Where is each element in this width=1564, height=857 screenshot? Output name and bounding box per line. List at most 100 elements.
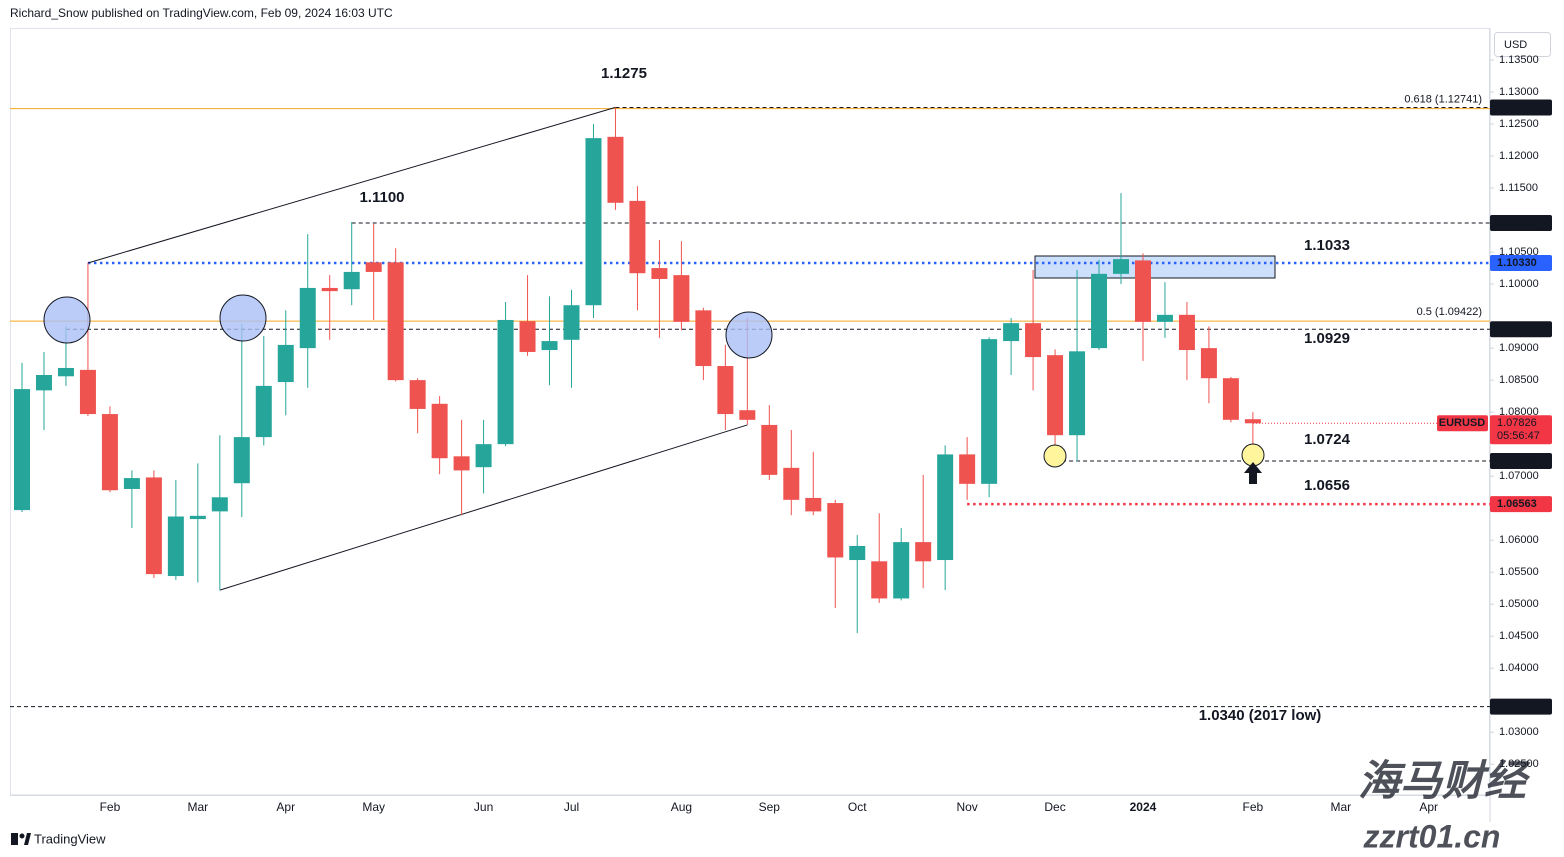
- footer: TradingView: [11, 831, 106, 846]
- countdown: 05:56:47: [1497, 430, 1540, 442]
- x-tick-label: May: [362, 800, 385, 814]
- candle-body: [14, 389, 30, 511]
- y-tick-label: 1.04500: [1499, 630, 1539, 642]
- candle-body: [1069, 351, 1086, 436]
- candle-body: [783, 467, 800, 500]
- candle-body: [629, 200, 646, 274]
- level-label: 0.5 (1.09422): [1417, 306, 1482, 318]
- candle-body: [277, 344, 294, 383]
- x-tick-label: Apr: [276, 800, 295, 814]
- candle-body: [717, 366, 734, 415]
- candle-body: [1156, 314, 1173, 322]
- candle-body: [1047, 355, 1064, 436]
- candle-body: [211, 497, 228, 512]
- candle-body: [673, 275, 690, 322]
- y-tick-label: 1.05500: [1499, 566, 1539, 578]
- symbol-label: EURUSD: [1439, 417, 1486, 429]
- candle-body: [563, 305, 580, 340]
- x-tick-label: Feb: [100, 800, 121, 814]
- axis-level-label: 1.03400: [1497, 701, 1537, 713]
- labels: 1.13500 1.13000 1.12500 1.12000 1.11500 1.105…: [100, 54, 1552, 814]
- arrow-up: [1244, 462, 1262, 484]
- trend-line: [219, 424, 748, 591]
- candle-body: [79, 369, 96, 415]
- y-tick-label: 1.13500: [1499, 54, 1539, 66]
- candle-body: [1222, 378, 1239, 420]
- currency[interactable]: USD: [1504, 39, 1527, 51]
- x-tick-label: Sep: [759, 800, 781, 814]
- y-tick-label: 1.10500: [1499, 246, 1539, 258]
- y-tick-label: 1.06000: [1499, 534, 1539, 546]
- y-tick-label: 1.12000: [1499, 150, 1539, 162]
- y-tick-label: 1.11500: [1499, 182, 1538, 194]
- y-tick-label: 1.04000: [1499, 662, 1539, 674]
- x-tick-label: Jun: [474, 800, 493, 814]
- candle-body: [35, 375, 52, 391]
- candle-body: [871, 561, 888, 599]
- candle-body: [739, 410, 756, 420]
- axis-level-label: 1.07236: [1497, 455, 1537, 467]
- axis-level-label: 1.12758: [1497, 101, 1537, 113]
- axis-level-box: [1490, 254, 1552, 271]
- candle-body: [849, 545, 866, 561]
- symbol-tag: [1437, 415, 1488, 432]
- annotation: 1.0929: [1304, 330, 1350, 347]
- watermark: zzrt01.cn: [1363, 818, 1501, 854]
- candle-body: [255, 385, 272, 438]
- candle-body: [57, 367, 74, 377]
- y-tick-label: 1.10000: [1499, 278, 1539, 290]
- candle-body: [893, 542, 910, 599]
- candle-body: [475, 444, 492, 468]
- circle-marker: [219, 294, 267, 342]
- candle-body: [585, 138, 602, 306]
- candle-body: [805, 497, 822, 512]
- candle-body: [497, 319, 514, 445]
- logo: [19, 833, 25, 839]
- candle-body: [1244, 419, 1261, 424]
- candle-body: [101, 414, 118, 491]
- x-tick-label: Mar: [1330, 800, 1351, 814]
- annotation: 1.0656: [1304, 477, 1350, 494]
- candle-body: [1113, 259, 1129, 274]
- level-label: 0.618 (1.12741): [1404, 94, 1482, 106]
- candle-body: [431, 403, 448, 459]
- drawings: [1034, 255, 1276, 279]
- y-tick-label: 1.09000: [1499, 342, 1539, 354]
- axis-level-label: 1.09295: [1497, 323, 1537, 335]
- x-tick-label: Oct: [848, 800, 867, 814]
- annotation: 1.1100: [359, 189, 404, 206]
- last-price-box: [1490, 415, 1552, 445]
- currency-button[interactable]: [1494, 32, 1551, 57]
- candle-body: [1200, 348, 1217, 379]
- x-tick-label: Dec: [1044, 800, 1065, 814]
- y-tick-label: 1.03000: [1499, 726, 1539, 738]
- y-tick-label: 1.07000: [1499, 470, 1539, 482]
- candle-body: [299, 287, 316, 349]
- axis-level-box: [1490, 496, 1552, 513]
- candles: [14, 107, 1261, 634]
- circle-marker: [1043, 444, 1067, 468]
- last-price: 1.07826: [1497, 417, 1537, 429]
- candle-body: [1178, 314, 1195, 351]
- axis-level-label: 1.06563: [1497, 498, 1537, 510]
- candle-body: [167, 516, 184, 577]
- candle-body: [343, 271, 360, 290]
- candle-body: [453, 456, 470, 471]
- annotation: 1.0724: [1304, 431, 1351, 448]
- watermark: 海马财经: [1358, 757, 1531, 804]
- publish-info: Richard_Snow published on TradingView.co…: [10, 6, 393, 20]
- markers: [43, 294, 1265, 484]
- x-tick-label: Nov: [956, 800, 977, 814]
- y-tick-label: 1.08000: [1499, 406, 1539, 418]
- x-tick-label: Mar: [188, 800, 209, 814]
- x-tick-label: Aug: [671, 800, 692, 814]
- axis-level-box: [1490, 698, 1552, 715]
- axis-level-box: [1490, 99, 1552, 116]
- candle-body: [189, 515, 206, 520]
- x-tick-label: Apr: [1419, 800, 1438, 814]
- annotation: 1.0340 (2017 low): [1199, 707, 1322, 724]
- candle-body: [761, 424, 778, 475]
- candle-body: [959, 454, 976, 484]
- logo: [24, 833, 31, 845]
